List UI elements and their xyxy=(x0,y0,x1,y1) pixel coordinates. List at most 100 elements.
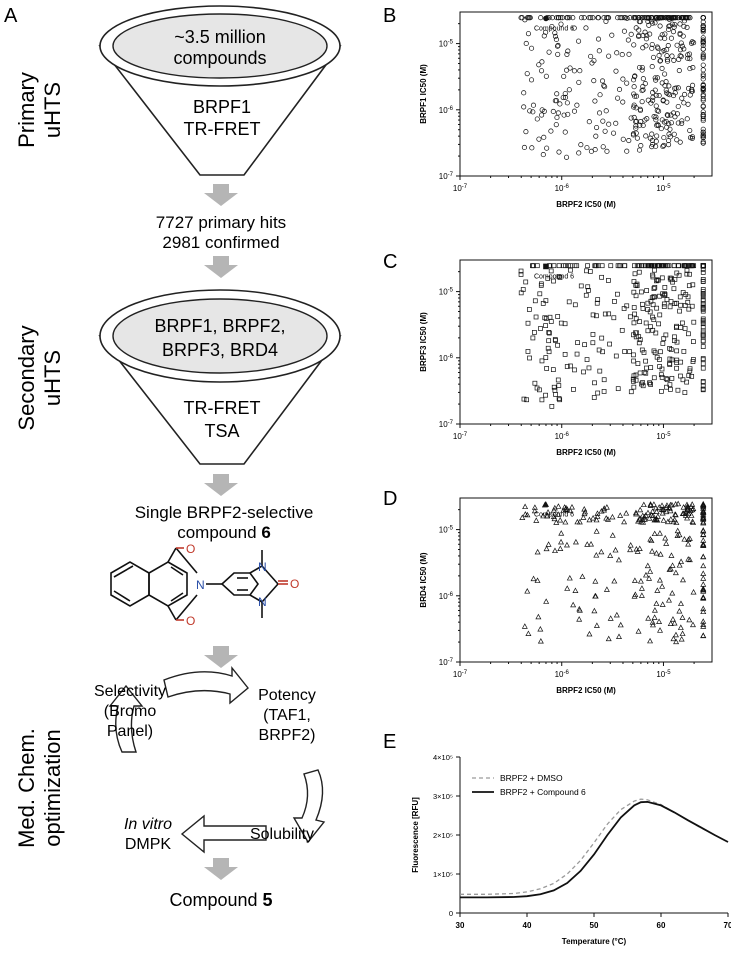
data-point xyxy=(668,277,674,283)
data-point xyxy=(624,148,630,154)
data-point xyxy=(653,15,659,21)
data-point xyxy=(691,40,697,46)
data-point xyxy=(639,99,645,105)
data-point xyxy=(565,111,571,117)
data-point xyxy=(555,43,561,49)
data-point xyxy=(689,88,695,94)
data-point xyxy=(675,103,681,110)
plot-frame xyxy=(459,11,713,177)
data-point xyxy=(631,74,638,80)
data-point xyxy=(525,349,531,354)
x-tick-label: 50 xyxy=(590,921,599,930)
series-line xyxy=(460,800,729,899)
data-point xyxy=(624,303,630,309)
data-point xyxy=(662,291,667,297)
data-point xyxy=(578,283,584,289)
compound-6-structure xyxy=(110,547,288,621)
data-point xyxy=(677,31,683,38)
data-point xyxy=(605,635,612,642)
funnel-secondary: BRPF1, BRPF2, BRPF3, BRD4 TR-FRET TSA xyxy=(98,289,342,465)
data-point xyxy=(640,45,646,51)
data-point xyxy=(663,15,669,21)
data-point xyxy=(674,137,680,143)
data-point xyxy=(539,397,545,403)
data-point xyxy=(615,386,621,392)
data-point xyxy=(700,553,707,560)
data-point xyxy=(576,616,583,622)
data-point xyxy=(656,530,663,536)
data-point xyxy=(680,510,687,516)
data-point xyxy=(631,593,638,599)
data-point xyxy=(679,15,685,21)
data-point xyxy=(523,129,529,135)
data-point xyxy=(700,24,706,30)
data-point xyxy=(676,68,682,74)
data-point xyxy=(619,15,625,21)
data-point xyxy=(570,15,576,21)
data-point xyxy=(700,333,706,338)
data-point xyxy=(685,541,692,547)
data-point xyxy=(616,633,622,639)
cycle-potency-3: BRPF2) xyxy=(259,727,316,744)
scatter-panel-c: 10-7 10-7 10-6 10-6 10-5 10-5 BRPF2 IC50 (M) BR… xyxy=(419,259,713,457)
data-point xyxy=(534,116,540,122)
data-point xyxy=(649,619,656,625)
data-point xyxy=(635,517,642,524)
data-point xyxy=(639,347,645,353)
data-point xyxy=(574,102,580,108)
data-point xyxy=(640,122,646,128)
data-point xyxy=(548,319,554,324)
data-point xyxy=(633,377,639,383)
data-point xyxy=(554,91,560,97)
data-point xyxy=(657,58,663,64)
data-point xyxy=(592,263,598,269)
data-point xyxy=(685,536,692,542)
data-point xyxy=(529,45,535,51)
data-point xyxy=(592,98,598,104)
data-point xyxy=(674,348,680,354)
stage-label-secondary-1: Secondary xyxy=(14,325,39,430)
data-point xyxy=(601,83,607,89)
stage-label-medchem-2: optimization xyxy=(40,729,65,846)
data-point xyxy=(609,32,615,38)
data-point xyxy=(658,35,664,41)
y-axis-label: BRPF1 IC50 (M) xyxy=(419,64,428,124)
data-point xyxy=(543,323,548,328)
data-point xyxy=(660,517,667,523)
data-point xyxy=(631,384,637,390)
data-point xyxy=(663,540,670,546)
data-point xyxy=(562,506,569,512)
selective-compound-number: 6 xyxy=(261,523,270,542)
data-point xyxy=(622,349,628,354)
data-point xyxy=(700,118,706,124)
data-point xyxy=(653,508,660,514)
data-point xyxy=(665,15,671,21)
data-point xyxy=(562,91,568,97)
data-point xyxy=(586,365,592,371)
y-axis-label: BRD4 IC50 (M) xyxy=(419,552,428,607)
data-point xyxy=(605,516,611,522)
data-point xyxy=(667,620,674,626)
data-point xyxy=(669,275,674,281)
x-axis-label: BRPF2 IC50 (M) xyxy=(556,686,616,695)
data-point xyxy=(675,120,681,126)
data-point xyxy=(531,504,538,510)
data-point xyxy=(653,92,659,99)
data-point xyxy=(700,623,707,629)
data-point xyxy=(548,128,554,134)
data-point xyxy=(628,115,634,121)
data-point xyxy=(657,293,662,299)
data-point xyxy=(682,390,688,395)
data-point xyxy=(650,327,656,333)
data-point xyxy=(543,392,548,398)
data-point xyxy=(527,108,533,114)
data-point xyxy=(687,135,694,141)
data-point xyxy=(700,527,707,533)
data-point xyxy=(700,632,707,638)
data-point xyxy=(555,110,561,116)
data-point xyxy=(549,404,555,409)
data-point xyxy=(700,51,706,57)
data-point xyxy=(670,635,677,642)
data-point xyxy=(659,583,666,589)
data-point xyxy=(700,608,707,615)
